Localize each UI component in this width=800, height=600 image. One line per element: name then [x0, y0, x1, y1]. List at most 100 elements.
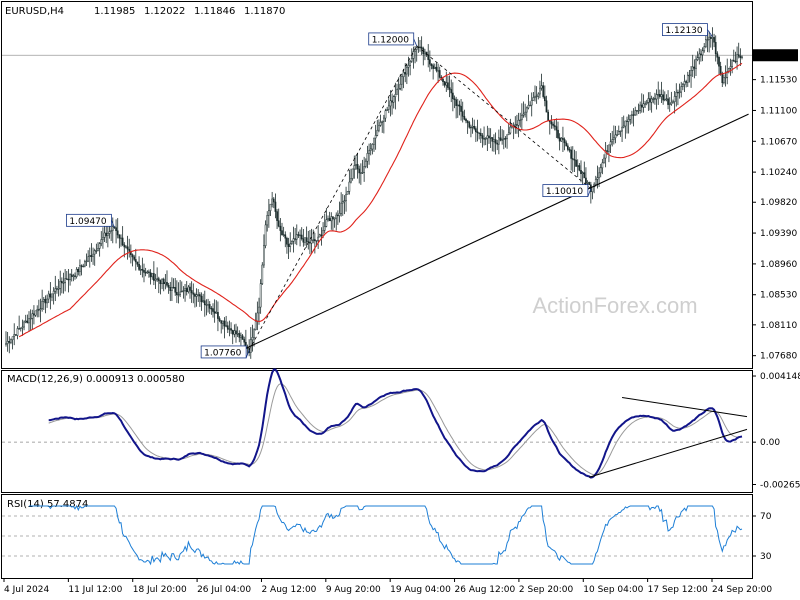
price-annotation-box — [542, 184, 589, 198]
ohlc-high: 1.12022 — [144, 6, 185, 17]
candle-body — [233, 330, 236, 335]
candle-body — [125, 246, 127, 248]
candle-body — [187, 286, 190, 292]
candle-body — [705, 39, 707, 47]
candle-body — [429, 59, 431, 65]
candle-body — [180, 290, 183, 293]
candle-body — [481, 135, 484, 139]
candle-body — [491, 137, 494, 142]
candle-body — [506, 134, 508, 139]
candle-body — [59, 280, 62, 289]
candle-body — [622, 125, 625, 128]
candle-body — [737, 54, 740, 57]
main-panel-border — [1, 1, 753, 369]
candle-body — [19, 327, 22, 329]
candle-body — [369, 148, 372, 151]
candle-body — [100, 239, 103, 244]
candle-body — [611, 139, 614, 143]
candle-body — [185, 288, 188, 292]
candle-body — [465, 119, 467, 122]
rsi-tick-label: 70 — [760, 512, 772, 522]
candle-body — [677, 92, 679, 94]
candle-body — [695, 59, 697, 69]
candle-body — [642, 103, 645, 108]
candle-body — [652, 98, 655, 100]
candle-body — [415, 47, 418, 50]
candle-body — [461, 111, 464, 117]
candle-body — [85, 260, 88, 263]
candle-body — [376, 129, 379, 136]
candle-body — [29, 318, 32, 320]
candle-body — [672, 101, 674, 103]
time-tick-label: 9 Aug 20:00 — [326, 585, 381, 595]
candle-body — [700, 53, 702, 56]
candle-body — [297, 234, 300, 236]
candle-body — [654, 98, 656, 100]
price-tick-label: 1.11100 — [760, 106, 797, 116]
candle-body — [294, 238, 296, 240]
candle-body — [711, 37, 714, 39]
candle-body — [61, 280, 63, 284]
watermark: ActionForex.com — [532, 293, 697, 318]
candle-body — [360, 172, 362, 174]
candle-body — [218, 318, 221, 321]
candle-body — [673, 96, 676, 102]
candle-body — [682, 84, 684, 87]
candle-body — [217, 311, 219, 319]
price-overlays — [18, 45, 749, 357]
candle-body — [644, 103, 646, 105]
macd-panel-border — [1, 370, 753, 493]
candle-body — [381, 121, 384, 123]
candle-body — [525, 107, 528, 113]
candle-body — [544, 96, 546, 101]
candle-body — [176, 292, 178, 295]
candle-body — [253, 329, 255, 338]
macd-label: MACD(12,26,9) 0.000913 0.000580 — [7, 374, 185, 385]
candle-body — [149, 272, 152, 278]
candle-body — [328, 218, 331, 222]
candle-body — [571, 158, 574, 160]
candle-body — [613, 137, 615, 140]
candle-body — [70, 274, 73, 277]
current-price-tag — [753, 49, 798, 62]
candle-body — [404, 72, 407, 75]
candle-body — [318, 234, 321, 238]
candle-body — [639, 104, 641, 111]
candle-body — [368, 150, 370, 154]
candle-body — [167, 285, 170, 288]
price-tick-label: 1.08960 — [760, 260, 797, 270]
candle-body — [212, 308, 214, 312]
candle-body — [540, 85, 543, 89]
candle-body — [268, 210, 270, 216]
candle-body — [31, 313, 34, 319]
candle-body — [476, 131, 479, 133]
candle-body — [522, 113, 525, 116]
candle-body — [330, 216, 333, 222]
candle-body — [726, 71, 729, 78]
candle-body — [182, 290, 185, 292]
candle-body — [379, 122, 382, 126]
candle-body — [617, 131, 620, 135]
candle-body — [603, 157, 605, 164]
macd-triangle-lower — [589, 428, 748, 478]
candle-body — [276, 211, 278, 221]
candle-body — [509, 126, 512, 134]
candle-body — [631, 114, 633, 116]
candle-body — [545, 100, 548, 113]
candle-body — [62, 282, 65, 284]
time-tick-label: 2 Sep 20:00 — [519, 585, 574, 595]
candle-body — [205, 304, 208, 306]
rsi-indicator — [2, 504, 752, 566]
candle-body — [637, 110, 640, 112]
candle-body — [614, 134, 617, 139]
candle-body — [430, 63, 433, 66]
candle-body — [701, 50, 704, 56]
candle-body — [435, 66, 438, 71]
candle-body — [215, 311, 218, 314]
candle-body — [718, 57, 720, 67]
candle-body — [406, 66, 408, 75]
candle-body — [67, 278, 70, 281]
candle-body — [292, 238, 295, 242]
candle-body — [632, 114, 635, 116]
candle-body — [21, 326, 24, 329]
